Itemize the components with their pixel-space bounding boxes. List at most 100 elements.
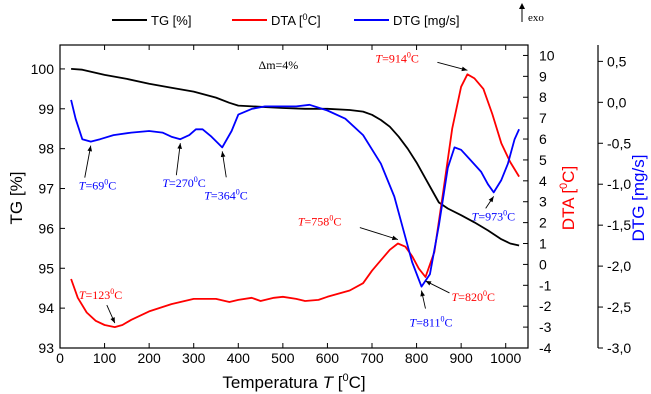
dta-tick-label: 9	[539, 68, 547, 84]
dta-axis-title-sup: 0	[558, 183, 570, 189]
peak-label-sup: 0	[236, 187, 240, 196]
peak-arrowhead	[87, 145, 93, 152]
tg-tick-label: 95	[38, 260, 54, 276]
peak-label-end: C	[333, 215, 341, 229]
peak-label: T=690C	[79, 178, 116, 193]
x-axis-title-var: T	[323, 373, 335, 392]
peak-arrowhead	[177, 143, 182, 149]
peak-arrowhead	[420, 290, 425, 297]
x-tick-label: 800	[405, 350, 429, 366]
peak-label: T=3640C	[204, 187, 247, 202]
exo-arrowhead	[519, 3, 525, 9]
peak-label-value: =758	[305, 215, 330, 229]
peak-label-value: =69	[85, 179, 104, 193]
dta-tick-label: -2	[539, 298, 552, 314]
dta-axis-title-end: C]	[559, 166, 578, 183]
x-tick-label: 600	[316, 350, 340, 366]
peak-arrow	[359, 227, 398, 240]
dta-axis-title-main: DTA [	[559, 189, 578, 231]
dta-tick-label: 2	[539, 215, 547, 231]
dta-tick-label: -1	[539, 277, 552, 293]
legend-dta-label-end: C]	[308, 13, 321, 28]
peak-label-var: T	[375, 51, 383, 65]
dta-tick-label: 0	[539, 256, 547, 272]
x-axis-title-close: C]	[349, 373, 366, 392]
dtg-tick-label: -2,5	[607, 299, 631, 315]
tg-tick-label: 100	[31, 61, 55, 77]
peak-label-sup: 0	[483, 289, 487, 298]
peak-label-var: T	[298, 215, 306, 229]
series-layer	[70, 68, 520, 328]
delta-m-label: Δm=4%	[258, 58, 298, 72]
legend-tg-label: TG [%]	[151, 13, 191, 28]
peak-label-var: T	[472, 209, 480, 223]
peak-label-end: C	[487, 290, 495, 304]
dtg-tick-label: -1,5	[607, 217, 631, 233]
tg-tick-label: 97	[38, 181, 54, 197]
peak-label-value: =914	[382, 51, 407, 65]
dta-tick-label: 5	[539, 152, 547, 168]
peak-label-var: T	[162, 176, 170, 190]
peak-label-value: =820	[458, 290, 483, 304]
exo-label: exo	[528, 12, 544, 24]
peak-label-var: T	[409, 316, 417, 330]
legend: TG [%] DTA [0C] DTG [mg/s]	[112, 12, 459, 28]
dta-tick-label: 3	[539, 194, 547, 210]
peak-label: T=8200C	[451, 289, 494, 304]
peak-label-sup: 0	[110, 287, 114, 296]
peak-annotation: T=8200C	[425, 280, 495, 304]
x-tick-label: 900	[449, 350, 473, 366]
tg-tick-label: 93	[38, 340, 54, 356]
dtg-tick-label: 0,5	[607, 53, 627, 69]
peak-label-sup: 0	[194, 175, 198, 184]
tg-tick-label: 98	[38, 141, 54, 157]
peak-arrowhead	[461, 66, 468, 72]
peak-annotation: T=2700C	[162, 143, 206, 190]
peak-arrowhead	[488, 196, 494, 203]
x-axis-title-sup: 0	[342, 372, 348, 384]
peak-label-sup: 0	[407, 50, 411, 59]
exo-indicator: exo	[519, 3, 544, 24]
dta-tick-label: 4	[539, 173, 547, 189]
peak-label-var: T	[451, 290, 459, 304]
peak-arrowhead	[391, 235, 398, 241]
x-tick-label: 300	[182, 350, 206, 366]
x-axis-title-main: Temperatura	[222, 373, 322, 392]
dtg-tick-label: 0,0	[607, 94, 627, 110]
peak-annotation: T=8110C	[409, 290, 453, 330]
dta-tick-label: 6	[539, 131, 547, 147]
tg-axis-title: TG [%]	[7, 172, 26, 225]
peak-label-sup: 0	[329, 214, 333, 223]
dtg-tick-label: -1,0	[607, 176, 631, 192]
x-tick-label: 200	[137, 350, 161, 366]
peak-label: T=2700C	[162, 175, 205, 190]
dtg-tick-label: -2,0	[607, 258, 631, 274]
x-tick-label: 0	[56, 350, 64, 366]
peak-label-end: C	[114, 288, 122, 302]
peak-label-var: T	[79, 179, 87, 193]
x-tick-label: 500	[271, 350, 295, 366]
tg-tick-label: 94	[38, 300, 54, 316]
peak-annotation: T=690C	[79, 145, 116, 193]
peak-label-value: =270	[169, 176, 194, 190]
peak-label-end: C	[198, 176, 206, 190]
peak-annotation: T=7580C	[298, 214, 398, 241]
peak-label: T=7580C	[298, 214, 341, 229]
peak-annotation: T=9730C	[472, 196, 515, 223]
peak-arrowhead	[110, 317, 115, 324]
peak-annotation: T=3640C	[204, 151, 248, 202]
dta-tick-label: 8	[539, 89, 547, 105]
peak-label-value: =811	[416, 316, 440, 330]
peak-label-end: C	[444, 316, 452, 330]
peak-label-sup: 0	[104, 178, 108, 187]
dta-tick-label: 1	[539, 236, 547, 252]
tg-tick-label: 99	[38, 101, 54, 117]
peak-arrowhead	[220, 151, 226, 158]
peak-label-sup: 0	[440, 315, 444, 324]
plot-frame	[59, 44, 529, 349]
legend-dtg-label: DTG [mg/s]	[393, 13, 459, 28]
series-line-tg	[71, 68, 520, 247]
x-tick-label: 1000	[490, 350, 521, 366]
dtg-tick-label: -3,0	[607, 340, 631, 356]
peak-label: T=9140C	[375, 50, 418, 65]
